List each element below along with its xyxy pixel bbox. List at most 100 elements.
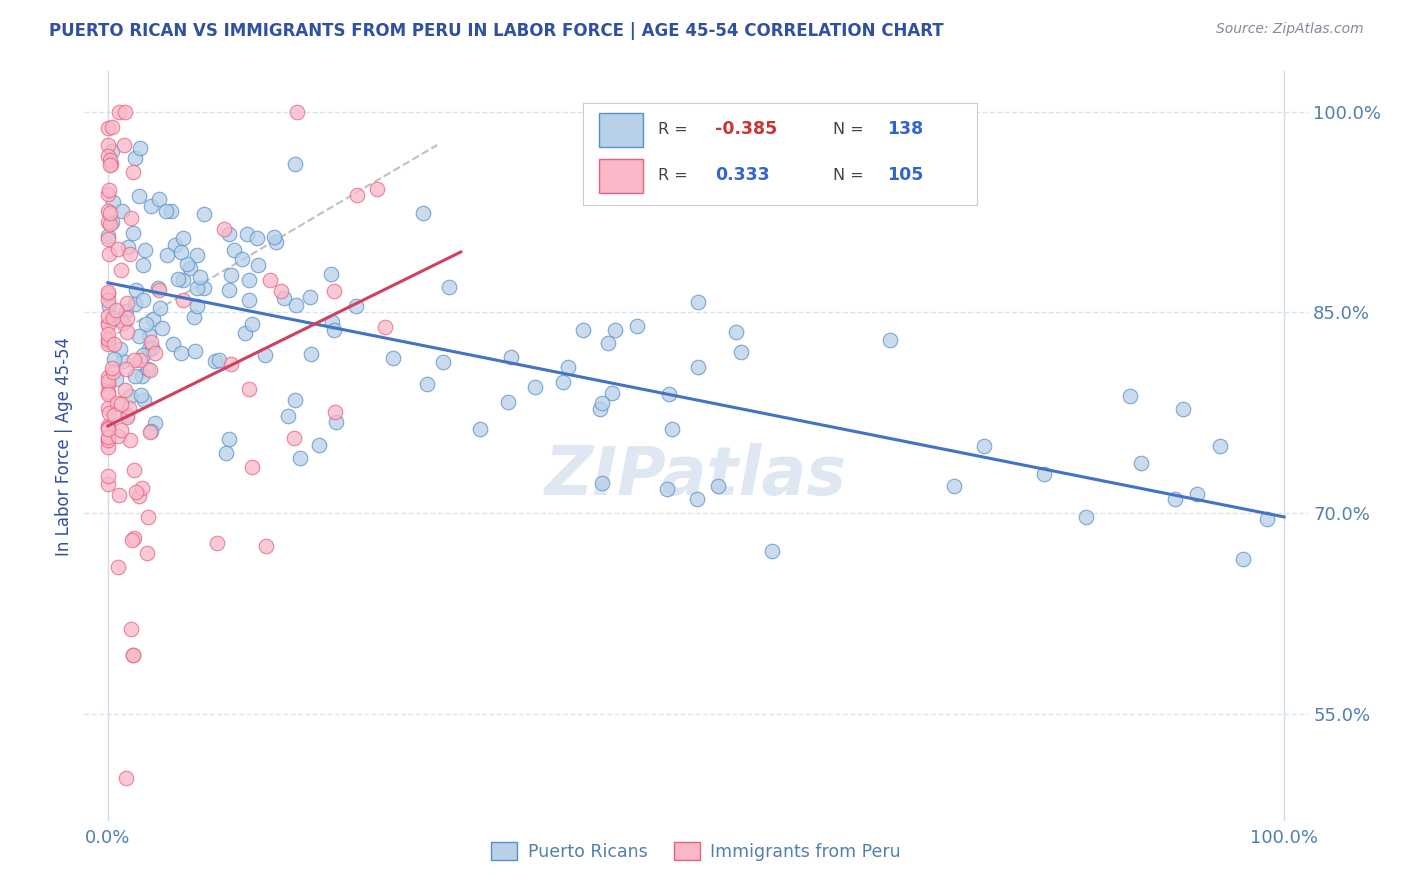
Point (128, 353, 150, 368)
Point (115, 325, 138, 339)
Point (122, 648, 145, 662)
Point (439, 280, 461, 294)
Point (97, 316, 120, 330)
Point (141, 424, 163, 438)
Point (97, 418, 120, 433)
Point (416, 377, 439, 392)
Point (143, 416, 166, 430)
Point (98, 299, 121, 313)
Point (1074, 509, 1097, 524)
Point (132, 258, 155, 272)
Point (1032, 467, 1054, 482)
Point (163, 238, 186, 252)
Point (186, 248, 208, 262)
Point (120, 211, 142, 225)
Point (97, 375, 120, 389)
Point (139, 425, 162, 439)
Point (150, 321, 173, 335)
Point (125, 484, 148, 499)
Point (231, 252, 253, 266)
Point (131, 348, 153, 362)
Point (112, 138, 135, 153)
Point (162, 337, 184, 351)
Point (97, 285, 120, 299)
Point (284, 392, 307, 407)
Point (110, 263, 132, 277)
Point (101, 215, 124, 229)
Point (108, 104, 131, 119)
Point (97, 422, 120, 436)
Point (557, 360, 579, 375)
Point (204, 353, 226, 368)
Point (172, 293, 194, 308)
Point (270, 284, 292, 298)
Text: -0.385: -0.385 (716, 120, 778, 138)
Point (1119, 389, 1142, 403)
Point (98, 206, 121, 220)
Point (101, 144, 124, 158)
Point (524, 380, 547, 394)
Point (298, 290, 321, 304)
Text: 138: 138 (887, 120, 922, 138)
Point (589, 402, 612, 417)
Point (143, 346, 166, 360)
Point (686, 359, 709, 374)
Point (706, 479, 728, 493)
Point (184, 344, 207, 359)
Point (283, 431, 305, 445)
Point (97, 334, 120, 348)
Point (284, 157, 307, 171)
Point (254, 349, 277, 363)
Point (183, 310, 205, 324)
Point (605, 322, 627, 336)
Point (118, 401, 141, 415)
Point (115, 311, 138, 326)
Point (128, 189, 150, 203)
Point (142, 312, 165, 326)
Y-axis label: In Labor Force | Age 45-54: In Labor Force | Age 45-54 (55, 336, 73, 556)
Point (155, 203, 177, 218)
Point (136, 362, 159, 376)
Point (382, 351, 405, 365)
Point (107, 242, 129, 256)
Point (973, 439, 995, 453)
Point (105, 396, 128, 410)
Point (115, 362, 138, 376)
Point (208, 353, 231, 368)
Point (374, 319, 396, 334)
Point (661, 422, 683, 436)
Point (596, 336, 619, 351)
Point (167, 271, 190, 285)
Point (103, 336, 125, 351)
Point (725, 326, 748, 340)
Point (285, 104, 308, 119)
Point (591, 395, 613, 409)
Point (215, 446, 238, 460)
Point (240, 317, 263, 331)
Text: ZIPatlas: ZIPatlas (546, 443, 846, 509)
Point (238, 293, 260, 308)
Point (112, 354, 135, 368)
Point (97, 228, 120, 243)
Point (98, 183, 121, 197)
Point (170, 245, 193, 260)
Point (122, 463, 145, 477)
Point (115, 296, 138, 310)
Point (134, 243, 156, 257)
Point (97, 433, 120, 447)
Point (100, 157, 122, 171)
Point (138, 363, 160, 377)
Point (97, 441, 120, 455)
Point (97, 293, 120, 307)
Point (186, 281, 208, 295)
Point (122, 648, 145, 663)
Point (97, 377, 120, 392)
Text: 0.333: 0.333 (716, 167, 770, 185)
Point (218, 227, 240, 241)
Point (285, 298, 308, 312)
Point (97, 336, 120, 351)
Point (321, 268, 343, 282)
Point (111, 203, 134, 218)
FancyBboxPatch shape (599, 113, 643, 146)
Point (572, 323, 595, 337)
